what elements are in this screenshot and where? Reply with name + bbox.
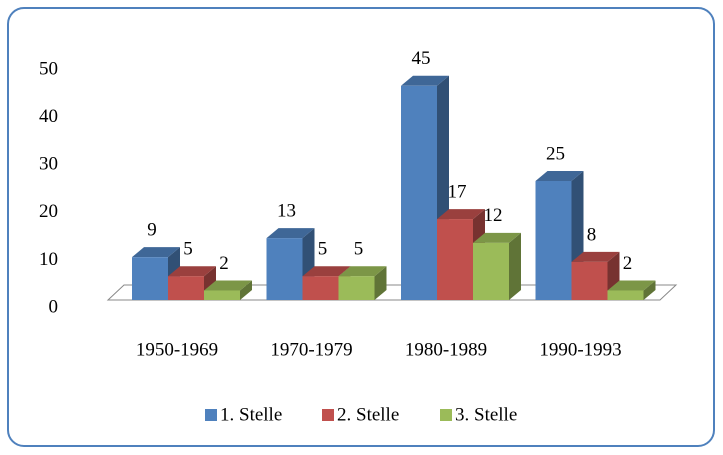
data-label: 12 <box>484 205 503 226</box>
x-tick-label: 1980-1989 <box>405 339 487 360</box>
bar-top <box>607 280 656 291</box>
legend-label: 2. Stelle <box>337 404 399 425</box>
y-tick-label: 0 <box>49 296 59 317</box>
data-label: 5 <box>318 239 328 260</box>
bar <box>132 257 168 300</box>
bar <box>266 238 303 300</box>
bar-top <box>401 75 449 86</box>
y-tick-label: 40 <box>39 106 58 127</box>
bar-side <box>643 280 656 300</box>
bar <box>401 85 437 300</box>
bar-top <box>132 247 180 258</box>
bar-top <box>473 232 521 243</box>
bar-top <box>168 266 216 277</box>
y-tick-label: 50 <box>39 58 58 79</box>
bar-top <box>535 171 584 181</box>
y-tick-label: 30 <box>39 154 58 175</box>
bar-top <box>338 266 387 277</box>
x-tick-label: 1990-1993 <box>539 339 621 360</box>
bar <box>204 290 240 300</box>
bar-top <box>302 266 351 277</box>
legend-label: 1. Stelle <box>220 404 282 425</box>
y-tick-label: 20 <box>39 201 58 222</box>
x-tick-label: 1970-1979 <box>270 339 352 360</box>
bar <box>437 219 473 300</box>
data-label: 8 <box>587 224 597 245</box>
x-tick-label: 1950-1969 <box>136 339 218 360</box>
data-label: 17 <box>448 181 467 202</box>
data-label: 25 <box>546 143 565 164</box>
legend-swatch <box>205 409 217 421</box>
data-label: 45 <box>412 48 431 69</box>
legend-swatch <box>322 409 334 421</box>
data-label: 5 <box>183 239 193 260</box>
bar-top <box>571 251 620 262</box>
bar <box>571 261 608 300</box>
bar-top <box>204 280 252 291</box>
bar <box>607 290 644 300</box>
y-tick-label: 10 <box>39 249 58 270</box>
bar-side <box>509 232 521 300</box>
bar <box>535 181 572 300</box>
chart-frame <box>7 7 715 447</box>
bar <box>473 242 509 300</box>
legend-swatch <box>440 409 452 421</box>
bar <box>338 276 375 300</box>
bar-side <box>240 280 252 300</box>
data-label: 2 <box>623 253 633 274</box>
bar-side <box>374 266 387 300</box>
bar-top <box>266 228 315 239</box>
legend-label: 3. Stelle <box>455 404 517 425</box>
data-label: 13 <box>277 200 296 221</box>
bar <box>302 276 339 300</box>
bar <box>168 276 204 300</box>
bar-top <box>437 209 485 220</box>
data-label: 2 <box>219 253 229 274</box>
data-label: 5 <box>354 239 364 260</box>
data-label: 9 <box>147 220 157 241</box>
